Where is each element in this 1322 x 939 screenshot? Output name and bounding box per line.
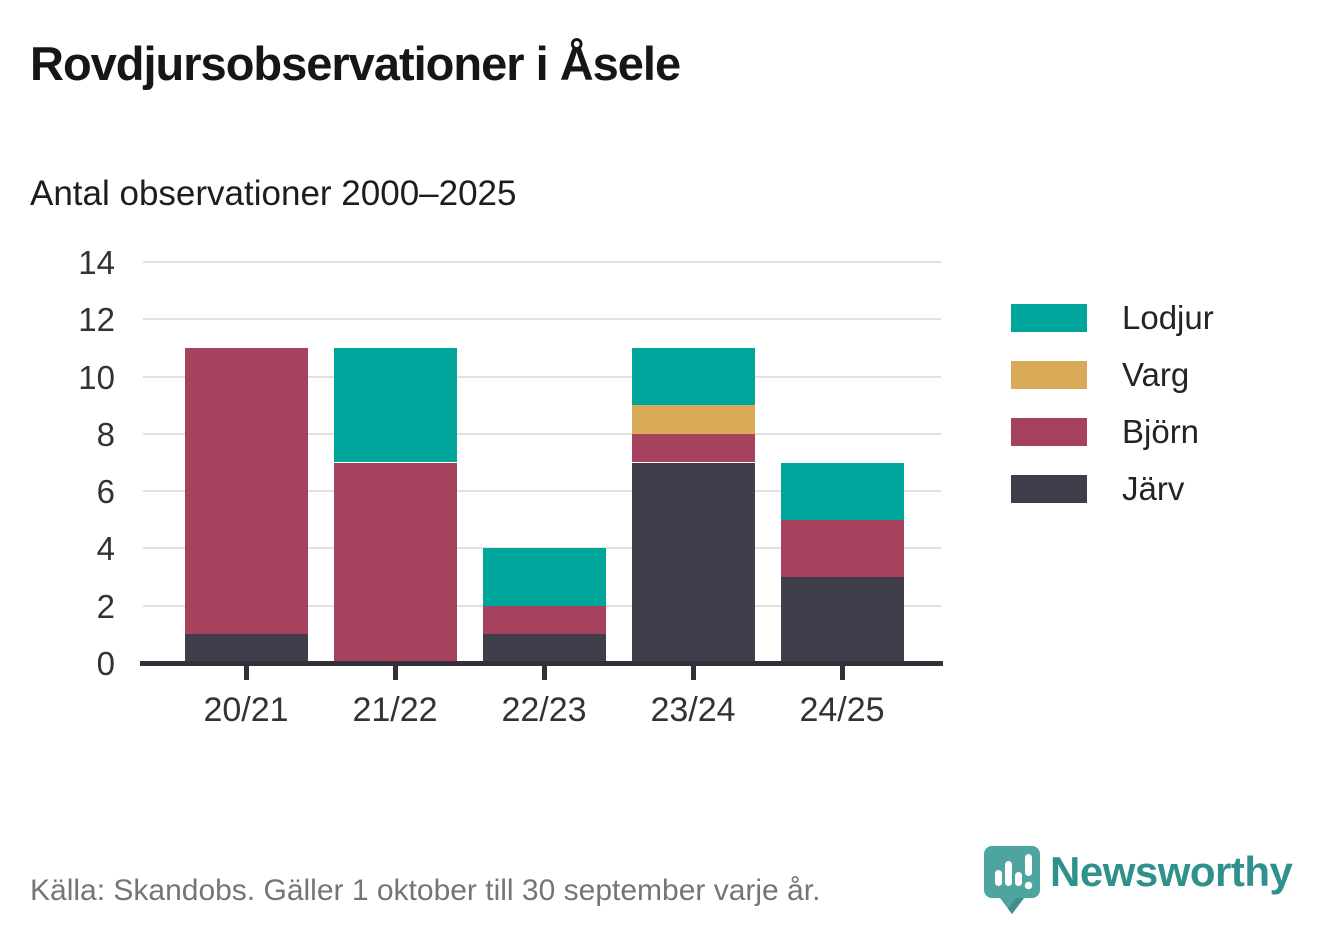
legend-label: Björn [1122,413,1200,450]
legend-item-varg: Varg [1011,358,1214,391]
x-axis-tick [393,665,398,680]
x-axis-tick-label: 21/22 [352,691,438,729]
bar-segment-järv-22-23 [482,634,606,663]
bar-segment-varg-23-24 [631,405,755,434]
x-axis-tick [244,665,249,680]
bar-segment-järv-24-25 [780,577,904,663]
bar-segment-björn-20-21 [184,347,308,635]
legend-swatch-varg [1011,360,1087,389]
legend-label: Varg [1122,356,1190,393]
x-axis-line [140,661,943,666]
legend-label: Lodjur [1122,299,1214,336]
bar-segment-järv-23-24 [631,462,755,663]
page-title: Rovdjursobservationer i Åsele [30,37,681,90]
x-axis-tick-label: 20/21 [203,691,289,729]
gridline [143,261,941,263]
legend-swatch-lodjur [1011,303,1087,332]
legend-item-björn: Björn [1011,415,1214,448]
y-axis-tick-label: 12 [78,301,115,339]
newsworthy-logo-icon [984,846,1040,914]
gridline [143,375,941,378]
gridline [143,432,941,435]
y-axis-tick-label: 6 [96,473,115,511]
source-note: Källa: Skandobs. Gäller 1 oktober till 3… [30,874,821,907]
legend-swatch-järv [1011,474,1087,503]
bar-segment-lodjur-22-23 [482,548,606,606]
brand-wordmark: Newsworthy [1050,848,1293,895]
x-axis-tick-label: 23/24 [650,691,736,729]
x-axis-tick-label: 22/23 [501,691,587,729]
y-axis-tick-label: 10 [78,358,115,396]
bar-segment-björn-22-23 [482,605,606,635]
x-axis-tick [542,665,547,680]
y-axis-tick-label: 8 [96,415,115,453]
x-axis-tick [691,665,696,680]
legend-item-järv: Järv [1011,472,1214,505]
bar-segment-järv-20-21 [184,634,308,663]
x-axis-tick [840,665,845,680]
x-axis-tick-label: 24/25 [799,691,885,729]
chart-legend: Lodjur Varg Björn Järv [1011,301,1214,529]
brand-logo: Newsworthy [984,844,1293,916]
gridline [143,318,941,321]
bar-segment-björn-24-25 [780,519,904,578]
y-axis-tick-label: 14 [78,244,115,281]
bar-segment-björn-23-24 [631,433,755,463]
bar-segment-lodjur-24-25 [780,462,904,520]
y-axis-tick-label: 4 [96,530,115,568]
gridline [143,490,941,493]
legend-item-lodjur: Lodjur [1011,301,1214,334]
y-axis-tick-label: 2 [96,587,115,625]
legend-swatch-björn [1011,417,1087,446]
legend-label: Järv [1122,470,1185,507]
bar-segment-lodjur-23-24 [631,347,755,406]
chart-subtitle: Antal observationer 2000–2025 [30,174,517,213]
y-axis-tick-label: 0 [96,645,115,682]
bar-segment-lodjur-21-22 [333,347,457,463]
bar-segment-björn-21-22 [333,462,457,663]
